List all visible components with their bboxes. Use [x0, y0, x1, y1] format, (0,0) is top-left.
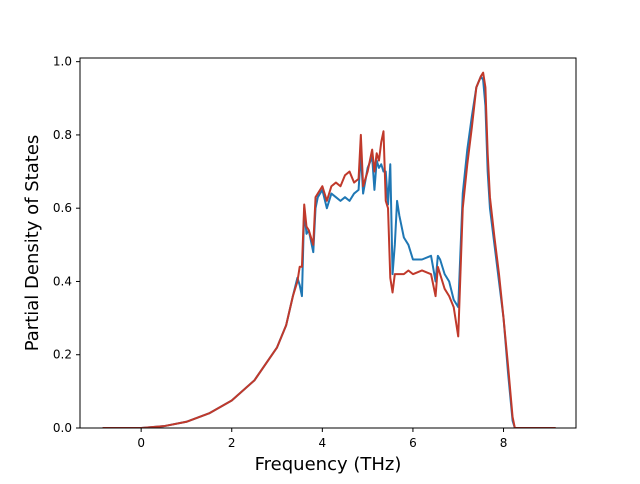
x-tick-label: 0 [137, 436, 145, 450]
plot-frame [79, 57, 577, 429]
y-tick-label: 0.6 [53, 201, 72, 215]
y-tick-label: 0.4 [53, 274, 72, 288]
x-axis-label: Frequency (THz) [255, 454, 402, 475]
x-tick-label: 8 [500, 436, 508, 450]
plot-lines [102, 71, 556, 428]
x-tick-label: 4 [319, 436, 327, 450]
x-axis-ticks: 0 2 4 6 8 [137, 428, 507, 450]
x-tick-label: 6 [409, 436, 417, 450]
y-tick-label: 0.2 [53, 348, 72, 362]
series-line-2 [102, 71, 556, 428]
x-tick-label: 2 [228, 436, 236, 450]
y-axis-label: Partial Density of States [22, 135, 43, 352]
y-tick-label: 0.8 [53, 128, 72, 142]
y-tick-label: 1.0 [53, 55, 72, 69]
y-axis-ticks: 0.0 0.2 0.4 0.6 0.8 1.0 [53, 55, 80, 435]
y-tick-label: 0.0 [53, 421, 72, 435]
